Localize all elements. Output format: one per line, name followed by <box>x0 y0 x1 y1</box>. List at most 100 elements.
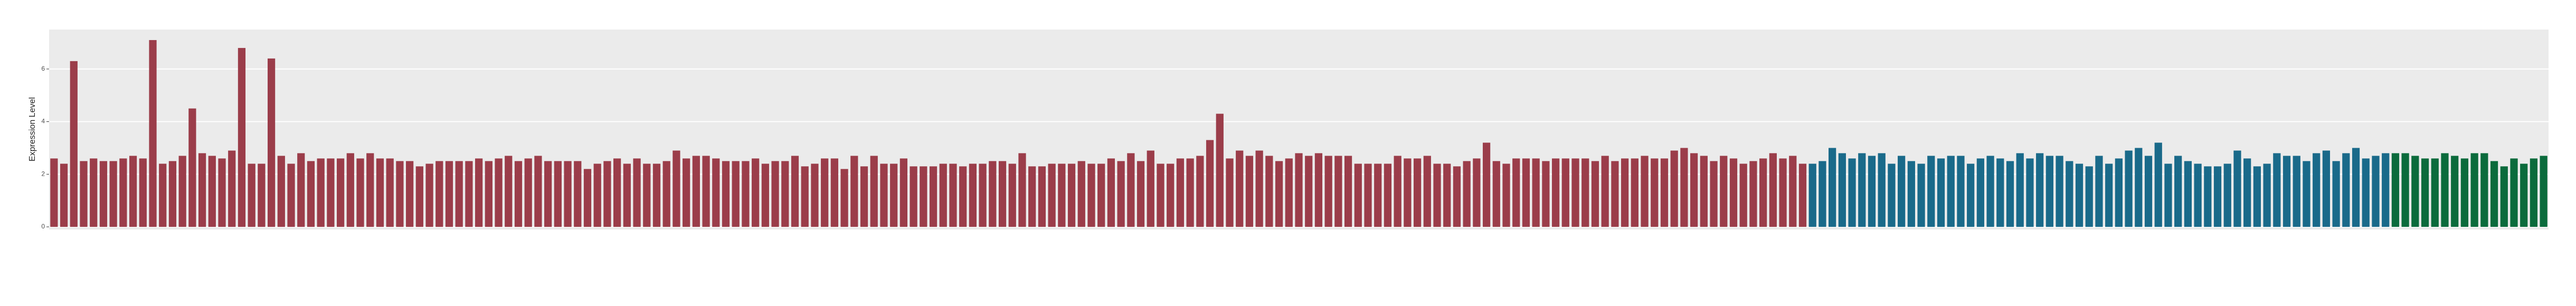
bar <box>80 161 88 227</box>
bar <box>1354 164 1362 227</box>
bar <box>1551 158 1560 227</box>
bar <box>1473 158 1481 227</box>
bar <box>60 164 68 227</box>
bar <box>406 161 414 227</box>
bar <box>1295 153 1303 227</box>
bar <box>297 153 305 227</box>
bar <box>2223 164 2231 227</box>
bar <box>2075 164 2083 227</box>
bar <box>920 166 927 227</box>
bar <box>623 164 631 227</box>
bar <box>2401 153 2409 227</box>
bar <box>821 158 829 227</box>
bar <box>712 158 720 227</box>
bar <box>1512 158 1520 227</box>
bar <box>2056 156 2063 227</box>
bar <box>1621 158 1629 227</box>
bar <box>2125 150 2133 227</box>
bar <box>1759 158 1767 227</box>
bar <box>1067 164 1076 227</box>
bar <box>1404 158 1412 227</box>
bar <box>465 161 473 227</box>
bar <box>939 164 947 227</box>
bar <box>949 164 957 227</box>
bar <box>613 158 621 227</box>
bar <box>781 161 789 227</box>
bar <box>2036 153 2044 227</box>
bar <box>643 164 651 227</box>
bar <box>554 161 562 227</box>
bar <box>1077 161 1085 227</box>
bar <box>2480 153 2488 227</box>
bar <box>1670 150 1678 227</box>
bar <box>1176 158 1185 227</box>
bar <box>2391 153 2400 227</box>
bar <box>1157 164 1164 227</box>
bar <box>445 161 453 227</box>
bar <box>2303 161 2310 227</box>
bar <box>1374 164 1382 227</box>
bar <box>1453 166 1461 227</box>
bar <box>1631 158 1639 227</box>
bar <box>929 166 937 227</box>
bar <box>1206 140 1214 227</box>
bar <box>1729 158 1738 227</box>
bar <box>1789 156 1797 227</box>
bar <box>979 164 987 227</box>
bar <box>603 161 611 227</box>
bar <box>307 161 315 227</box>
bar <box>1937 158 1945 227</box>
bar <box>1344 156 1352 227</box>
bar <box>801 166 809 227</box>
bar <box>1107 158 1115 227</box>
y-axis-label: Expression Level <box>28 97 37 161</box>
bar <box>1779 158 1787 227</box>
bar <box>2470 153 2478 227</box>
bar <box>791 156 799 227</box>
bar <box>1008 164 1016 227</box>
bar <box>1196 156 1204 227</box>
bar <box>2243 158 2251 227</box>
bar <box>2431 158 2439 227</box>
bar <box>1868 156 1876 227</box>
bar <box>1700 156 1708 227</box>
bar <box>2372 156 2380 227</box>
bar <box>2451 156 2459 227</box>
bar <box>1829 148 1836 227</box>
bar <box>1848 158 1856 227</box>
bar <box>880 164 888 227</box>
bar <box>1236 150 1244 227</box>
bar <box>2520 164 2528 227</box>
bar <box>178 156 186 227</box>
bar <box>1710 161 1718 227</box>
bar <box>969 164 977 227</box>
bar <box>2313 153 2321 227</box>
bar <box>890 164 898 227</box>
bar <box>386 158 394 227</box>
bar <box>2194 164 2202 227</box>
bar <box>2263 164 2271 227</box>
y-tick-label: 0 <box>41 223 45 230</box>
bar <box>99 161 108 227</box>
bar <box>2441 153 2449 227</box>
bar <box>495 158 503 227</box>
bar <box>1186 158 1194 227</box>
bar <box>2530 158 2538 227</box>
bar <box>396 161 404 227</box>
bar <box>2500 166 2508 227</box>
bar <box>860 166 868 227</box>
bar <box>1147 150 1154 227</box>
bar <box>327 158 335 227</box>
bar <box>1581 158 1589 227</box>
bar <box>910 166 917 227</box>
bar <box>1769 153 1777 227</box>
bar <box>198 153 206 227</box>
bar <box>2213 166 2222 227</box>
bar <box>2421 158 2429 227</box>
bar <box>1137 161 1145 227</box>
bar <box>2411 156 2419 227</box>
bar <box>356 158 364 227</box>
bar <box>425 164 433 227</box>
bar <box>850 156 858 227</box>
bar <box>1334 156 1342 227</box>
